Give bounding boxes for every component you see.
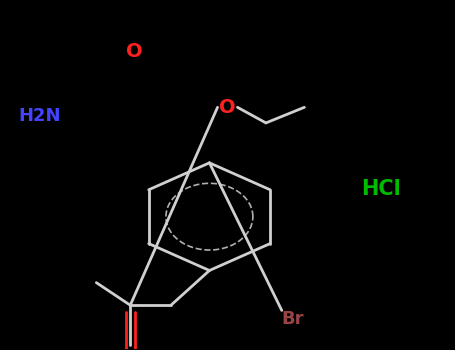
Text: O: O (219, 98, 236, 117)
Text: Br: Br (282, 310, 304, 328)
Text: H2N: H2N (19, 107, 61, 125)
Text: O: O (126, 42, 143, 61)
Text: HCl: HCl (361, 179, 401, 199)
